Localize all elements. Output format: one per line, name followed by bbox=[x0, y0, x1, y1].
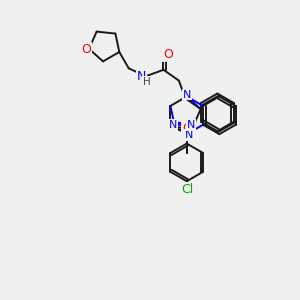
Text: O: O bbox=[81, 43, 91, 56]
Text: N: N bbox=[137, 70, 146, 83]
Text: N: N bbox=[169, 120, 178, 130]
Text: H: H bbox=[143, 77, 151, 87]
Text: N: N bbox=[187, 120, 195, 130]
Text: O: O bbox=[164, 48, 173, 61]
Text: N: N bbox=[184, 130, 193, 140]
Text: Cl: Cl bbox=[182, 183, 194, 196]
Text: N: N bbox=[183, 89, 191, 100]
Text: O: O bbox=[182, 122, 192, 135]
